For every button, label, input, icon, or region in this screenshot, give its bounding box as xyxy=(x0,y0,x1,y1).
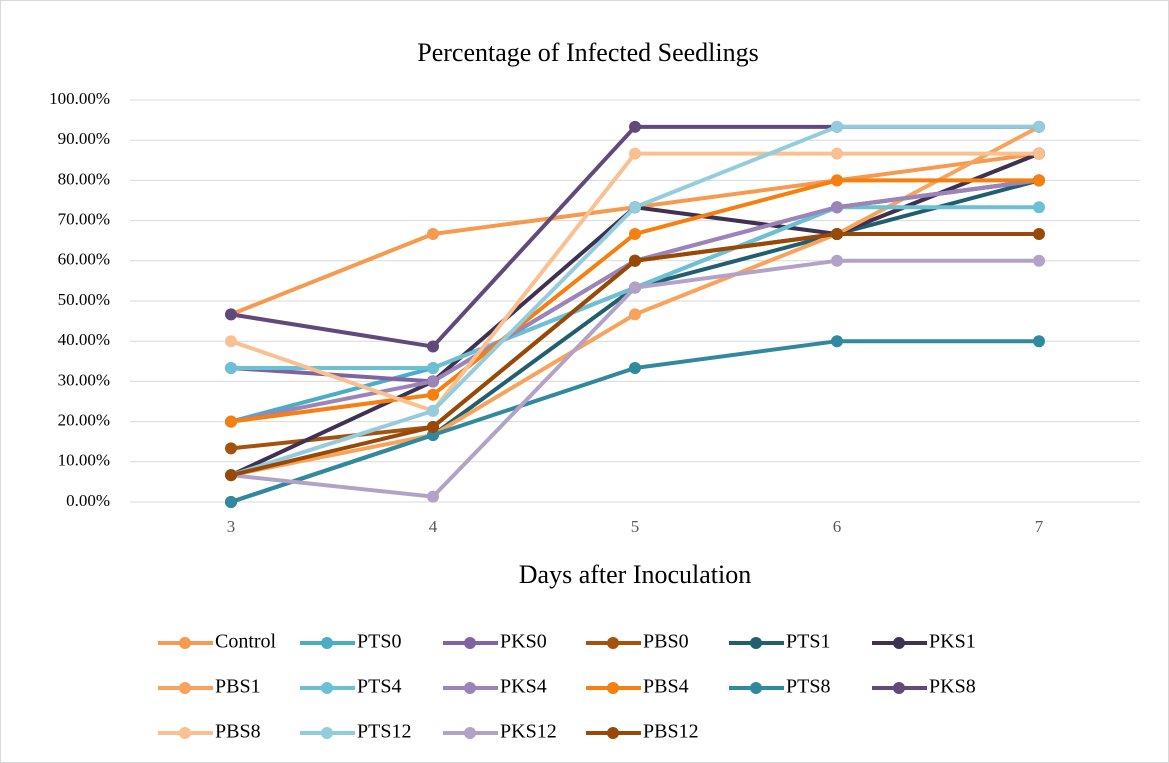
legend-label: PTS8 xyxy=(786,676,830,698)
data-point xyxy=(831,227,843,240)
data-point xyxy=(629,147,641,160)
x-tick-label: 3 xyxy=(227,517,236,536)
data-point xyxy=(629,227,641,240)
y-tick-label: 20.00% xyxy=(58,411,110,430)
legend-label: PBS4 xyxy=(643,676,689,698)
data-point xyxy=(629,201,641,214)
y-tick-label: 30.00% xyxy=(58,370,110,389)
legend-label: PBS1 xyxy=(215,676,261,698)
y-tick-label: 0.00% xyxy=(66,491,110,510)
legend-marker xyxy=(607,682,619,694)
data-point xyxy=(1033,120,1045,133)
y-tick-label: 70.00% xyxy=(58,210,110,229)
data-point xyxy=(427,420,439,433)
legend-label: PTS0 xyxy=(357,631,401,653)
legend-label: PTS1 xyxy=(786,631,830,653)
legend-label: PKS1 xyxy=(929,631,976,653)
y-tick-label: 60.00% xyxy=(58,250,110,269)
data-point xyxy=(427,490,439,503)
legend-marker xyxy=(321,727,333,739)
x-tick-label: 6 xyxy=(833,517,842,536)
data-point xyxy=(831,201,843,214)
data-point xyxy=(427,362,439,375)
legend-label: PKS4 xyxy=(500,676,547,698)
data-point xyxy=(427,388,439,401)
legend-marker xyxy=(607,637,619,649)
y-tick-label: 90.00% xyxy=(58,129,110,148)
data-point xyxy=(225,442,237,455)
x-axis-title: Days after Inoculation xyxy=(519,560,751,589)
legend-marker xyxy=(179,727,191,739)
legend-label: PTS4 xyxy=(357,676,401,698)
data-point xyxy=(831,147,843,160)
data-point xyxy=(225,362,237,375)
x-tick-label: 4 xyxy=(429,517,438,536)
data-point xyxy=(1033,335,1045,348)
legend-marker xyxy=(464,727,476,739)
data-point xyxy=(427,340,439,353)
data-point xyxy=(1033,174,1045,187)
data-point xyxy=(831,335,843,348)
legend-marker xyxy=(321,637,333,649)
legend-marker xyxy=(179,682,191,694)
data-point xyxy=(427,404,439,417)
legend-marker xyxy=(893,637,905,649)
x-tick-label: 5 xyxy=(631,517,640,536)
data-point xyxy=(225,308,237,321)
data-point xyxy=(831,254,843,267)
data-point xyxy=(629,362,641,375)
x-tick-label: 7 xyxy=(1035,517,1044,536)
legend-label: PBS8 xyxy=(215,721,261,743)
legend-label: PBS0 xyxy=(643,631,689,653)
legend-marker xyxy=(464,637,476,649)
legend-label: PKS12 xyxy=(500,721,557,743)
legend-label: PKS8 xyxy=(929,676,976,698)
data-point xyxy=(629,120,641,133)
data-point xyxy=(427,227,439,240)
legend-marker xyxy=(321,682,333,694)
data-point xyxy=(1033,201,1045,214)
y-tick-label: 50.00% xyxy=(58,290,110,309)
data-point xyxy=(629,308,641,321)
legend-marker xyxy=(750,682,762,694)
data-point xyxy=(427,375,439,388)
data-point xyxy=(225,496,237,508)
data-point xyxy=(225,469,237,482)
legend-label: PTS12 xyxy=(357,721,411,743)
data-point xyxy=(225,415,237,428)
legend-label: PKS0 xyxy=(500,631,547,653)
legend-label: Control xyxy=(215,631,277,653)
data-point xyxy=(1033,227,1045,240)
chart-title: Percentage of Infected Seedlings xyxy=(417,38,758,67)
data-point xyxy=(629,281,641,294)
data-point xyxy=(629,254,641,267)
data-point xyxy=(1033,147,1045,160)
data-point xyxy=(831,120,843,133)
data-point xyxy=(831,174,843,187)
legend-marker xyxy=(893,682,905,694)
y-tick-label: 100.00% xyxy=(49,89,110,108)
y-tick-label: 10.00% xyxy=(58,451,110,470)
legend-label: PBS12 xyxy=(643,721,699,743)
legend-marker xyxy=(464,682,476,694)
legend-marker xyxy=(179,637,191,649)
y-tick-label: 80.00% xyxy=(58,169,110,188)
legend-marker xyxy=(750,637,762,649)
data-point xyxy=(1033,254,1045,267)
data-point xyxy=(225,335,237,348)
y-tick-label: 40.00% xyxy=(58,330,110,349)
legend-marker xyxy=(607,727,619,739)
